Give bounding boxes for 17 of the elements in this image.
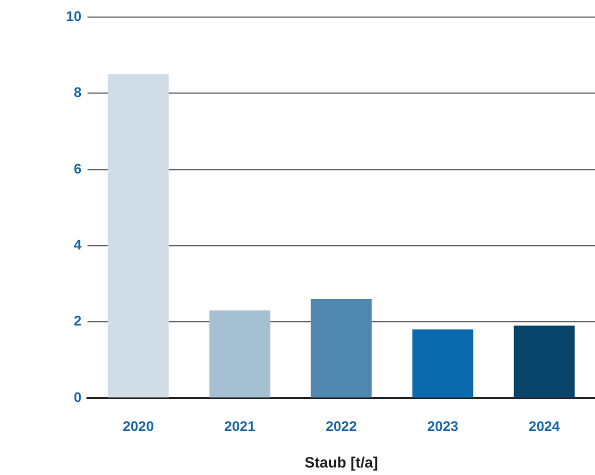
y-tick-label: 10 xyxy=(66,8,82,24)
x-tick-label: 2022 xyxy=(326,418,358,434)
y-tick-label: 6 xyxy=(74,160,82,176)
bar xyxy=(514,326,575,398)
bar xyxy=(209,310,270,398)
y-tick-label: 0 xyxy=(74,388,82,405)
y-tick-label: 4 xyxy=(74,236,82,252)
x-tick-label: 2024 xyxy=(528,418,560,434)
y-tick-label: 8 xyxy=(74,84,82,100)
x-tick-label: 2023 xyxy=(427,418,459,434)
bar xyxy=(108,74,169,398)
x-axis-title: Staub [t/a] xyxy=(304,454,378,472)
bar xyxy=(310,298,372,398)
x-tick-label: 2021 xyxy=(224,418,256,434)
y-tick-label: 2 xyxy=(74,312,82,329)
bar xyxy=(412,329,474,398)
x-tick-label: 2020 xyxy=(122,418,154,434)
